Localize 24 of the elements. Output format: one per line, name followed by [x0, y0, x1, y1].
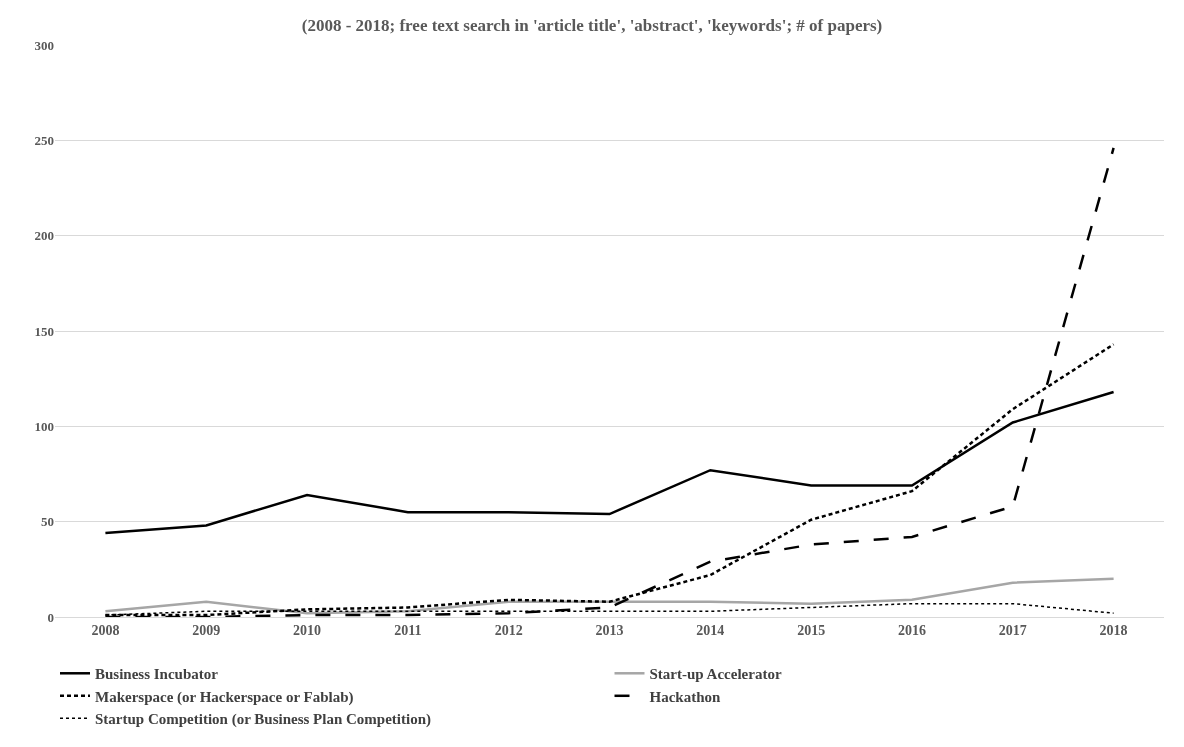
x-tick-label: 2009 [192, 622, 221, 638]
y-tick-label: 250 [34, 132, 54, 148]
x-tick-label: 2013 [595, 622, 624, 638]
legend-label: Start-up Accelerator [649, 666, 782, 683]
y-tick-label: 300 [34, 37, 54, 53]
x-tick-label: 2017 [998, 622, 1027, 638]
legend-label: Hackathon [649, 688, 721, 705]
legend-label: Startup Competition (or Business Plan Competition) [95, 711, 431, 729]
x-tick-label: 2014 [696, 622, 725, 638]
x-tick-label: 2015 [797, 622, 826, 638]
y-tick-label: 100 [34, 418, 54, 434]
y-tick-label: 0 [47, 609, 54, 625]
legend-label: Makerspace (or Hackerspace or Fablab) [95, 688, 354, 706]
legend-label: Business Incubator [95, 666, 219, 683]
chart-title: (2008 - 2018; free text search in 'article title', 'abstract', 'keywords'; # of papers) [301, 15, 883, 35]
x-tick-label: 2012 [494, 622, 523, 638]
y-tick-label: 200 [34, 228, 54, 244]
x-tick-label: 2016 [897, 622, 926, 638]
y-tick-label: 150 [34, 323, 54, 339]
x-tick-label: 2010 [293, 622, 322, 638]
x-tick-label: 2011 [394, 622, 422, 638]
y-tick-label: 50 [41, 514, 54, 530]
x-tick-label: 2008 [91, 622, 120, 638]
x-tick-label: 2018 [1099, 622, 1128, 638]
